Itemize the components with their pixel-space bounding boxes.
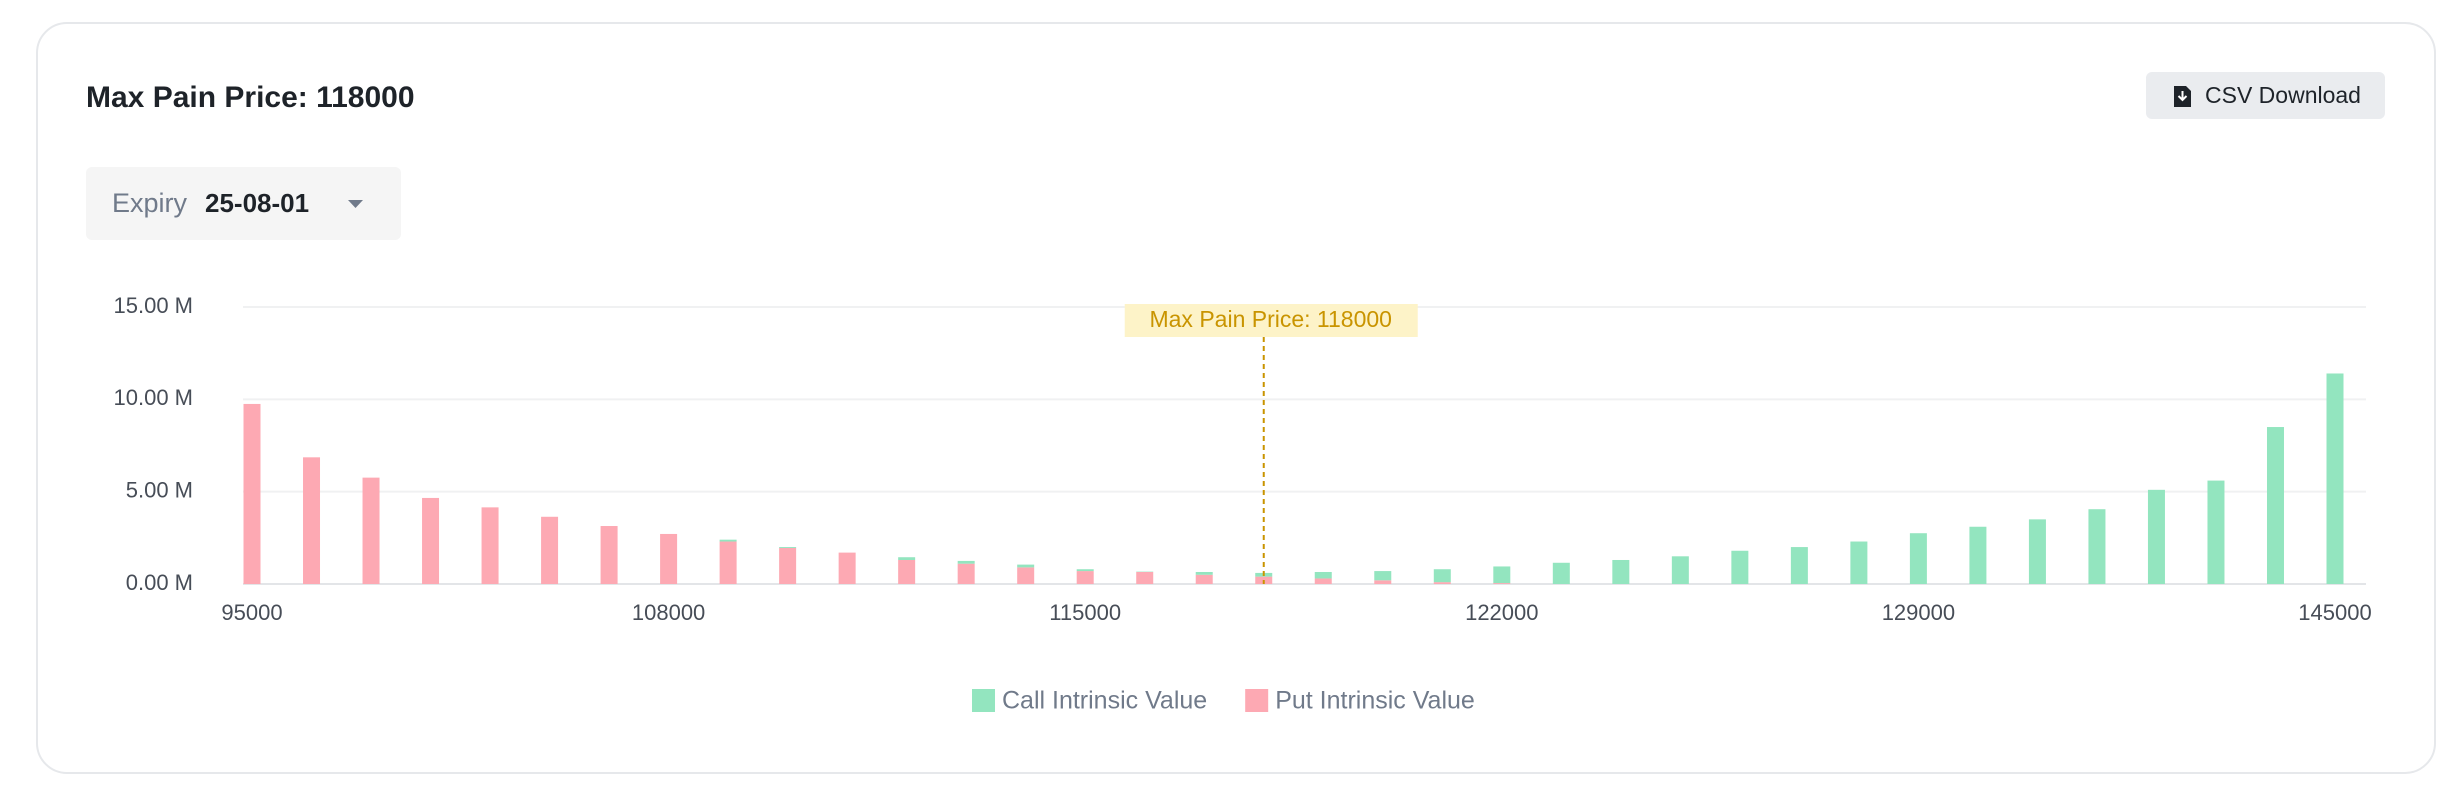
- bar: [1493, 566, 1511, 584]
- bar: [600, 526, 618, 584]
- bar: [660, 533, 678, 584]
- bar: [779, 547, 797, 548]
- bar: [2147, 489, 2165, 584]
- x-tick-label: 115000: [1049, 600, 1121, 625]
- legend-label: Put Intrinsic Value: [1275, 687, 1475, 715]
- bar: [422, 497, 440, 584]
- bar: [1195, 571, 1213, 575]
- bar: [1433, 569, 1451, 583]
- legend-swatch: [972, 689, 995, 712]
- button-bg[interactable]: [2146, 72, 2385, 119]
- bar: [481, 507, 499, 584]
- bar: [2326, 373, 2344, 584]
- bar: [1076, 569, 1094, 572]
- bar: [957, 560, 975, 564]
- bar: [838, 552, 856, 584]
- bar: [2207, 480, 2225, 584]
- bar: [719, 539, 737, 542]
- bar: [1969, 526, 1987, 584]
- bar: [1017, 564, 1035, 568]
- download-arrow: [2177, 91, 2188, 102]
- x-tick-label: 122000: [1465, 600, 1538, 625]
- button-label[interactable]: CSV Download: [2205, 82, 2361, 108]
- bar: [957, 563, 975, 584]
- x-tick-label: 129000: [1882, 600, 1955, 625]
- x-tick-label: 145000: [2298, 600, 2371, 625]
- bar: [541, 516, 559, 584]
- card: [36, 22, 2436, 774]
- y-tick-label: 0.00 M: [126, 570, 193, 595]
- y-tick-label: 10.00 M: [114, 385, 194, 410]
- bar: [2266, 427, 2284, 584]
- bar: [1493, 583, 1511, 584]
- bar: [779, 547, 797, 584]
- bar: [898, 557, 916, 560]
- y-tick-label: 5.00 M: [126, 477, 193, 502]
- legend-label: Call Intrinsic Value: [1002, 687, 1207, 715]
- select-bg[interactable]: [86, 167, 401, 240]
- bar: [1790, 547, 1808, 584]
- bar: [362, 477, 380, 584]
- x-tick-label: 95000: [221, 600, 282, 625]
- bar: [1314, 578, 1332, 584]
- select-label: Expiry: [112, 188, 188, 218]
- chart: 0.00 M 5.00 M 10.00 M 15.00 M 95000 108000 115…: [114, 293, 2372, 715]
- annotation-label: Max Pain Price: 118000: [1149, 306, 1392, 332]
- bar: [1909, 533, 1927, 584]
- bar: [2028, 519, 2046, 584]
- caret: [348, 200, 363, 208]
- bar: [1314, 571, 1332, 579]
- csv-download-button[interactable]: CSV Download: [2146, 72, 2385, 119]
- bar: [1136, 571, 1154, 584]
- legend: Call Intrinsic Value Put Intrinsic Value: [972, 687, 1475, 715]
- bar: [1552, 562, 1570, 584]
- bar: [1374, 580, 1392, 584]
- bar: [303, 457, 321, 584]
- annotation-bg: [1124, 304, 1418, 337]
- bar: [1671, 556, 1689, 584]
- bar: [2088, 509, 2106, 584]
- bar: [1017, 567, 1035, 584]
- bar: [1612, 559, 1630, 584]
- bar: [243, 403, 261, 584]
- bar: [1195, 574, 1213, 584]
- bar: [719, 541, 737, 584]
- bar: [898, 559, 916, 584]
- y-tick-label: 15.00 M: [114, 293, 194, 318]
- page-title: Max Pain Price: 118000: [86, 81, 415, 114]
- bar: [1433, 582, 1451, 584]
- bar: [1731, 550, 1749, 584]
- x-tick-label: 108000: [632, 600, 705, 625]
- bar: [1374, 571, 1392, 581]
- bar: [1076, 571, 1094, 584]
- expiry-select[interactable]: Expiry 25-08-01: [86, 167, 401, 240]
- select-value[interactable]: 25-08-01: [205, 188, 309, 218]
- bar: [1850, 541, 1868, 584]
- legend-swatch: [1245, 689, 1269, 712]
